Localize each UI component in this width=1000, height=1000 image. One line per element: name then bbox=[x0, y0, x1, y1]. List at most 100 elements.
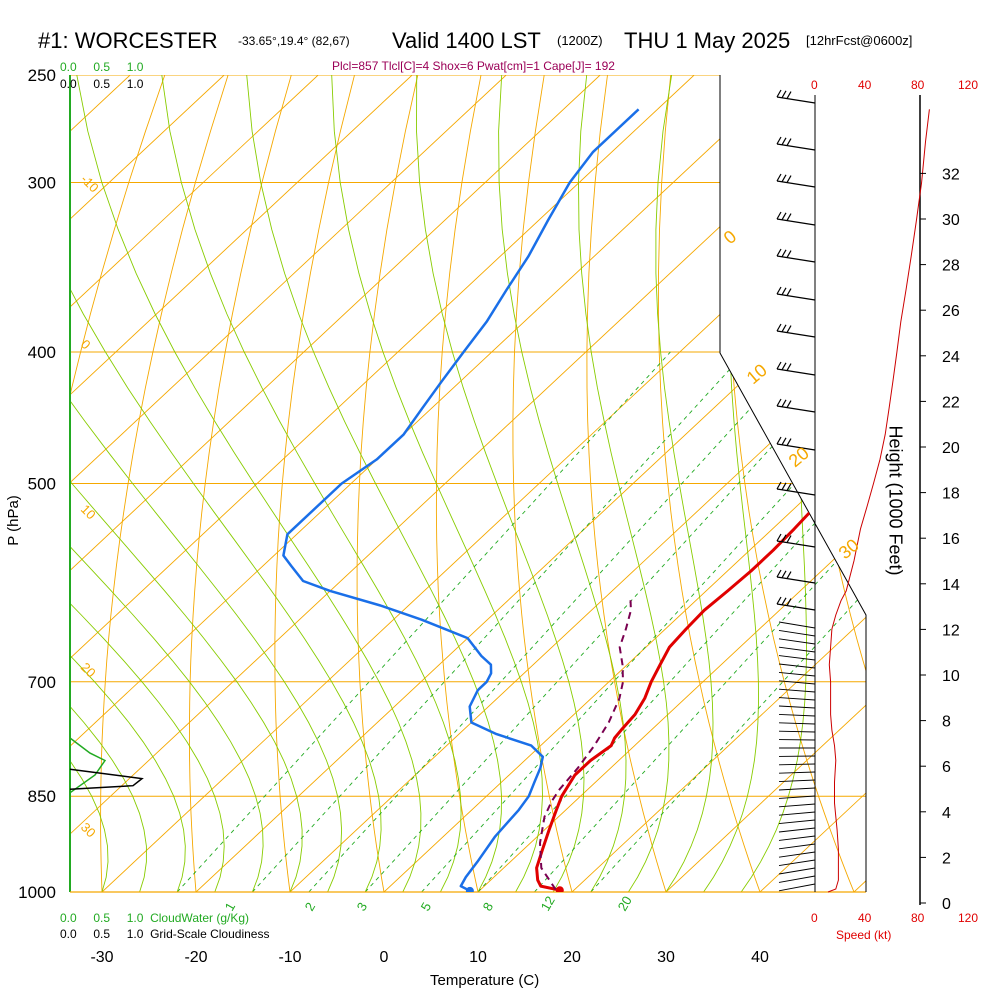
moist-adiabat bbox=[76, 75, 422, 892]
adiabat-label: 0 bbox=[720, 226, 741, 248]
speed-scale-top-120: 120 bbox=[958, 78, 979, 92]
moist-adiabat bbox=[655, 75, 714, 892]
wind-barb bbox=[778, 859, 816, 867]
dry-adiabat bbox=[356, 75, 419, 892]
moist-adiabat bbox=[70, 75, 303, 892]
height-tick-16: 16 bbox=[942, 531, 960, 548]
isotherm bbox=[70, 75, 413, 892]
wind-barb bbox=[778, 763, 816, 766]
wind-barb bbox=[778, 875, 816, 883]
wind-barb bbox=[776, 481, 816, 496]
pressure-tick-250: 250 bbox=[28, 66, 56, 85]
wind-barb bbox=[776, 89, 816, 104]
wind-barb bbox=[778, 779, 816, 783]
height-tick-4: 4 bbox=[942, 805, 951, 822]
dry-adiabat bbox=[658, 75, 761, 892]
wind-barbs bbox=[776, 89, 816, 892]
wind-barb bbox=[778, 663, 816, 669]
isotherm-label: 20 bbox=[78, 660, 99, 681]
cloudwater-label: CloudWater (g/Kg) bbox=[150, 911, 250, 925]
moist-adiabat bbox=[70, 75, 343, 892]
adiabat-label: 20 bbox=[785, 443, 813, 471]
moist-adiabat bbox=[161, 75, 462, 892]
forecast-info: [12hrFcst@0600z] bbox=[806, 33, 913, 48]
wind-barb bbox=[778, 851, 816, 858]
temp-tick--10: -10 bbox=[278, 949, 301, 966]
mixing-ratio-label: 12 bbox=[538, 893, 558, 913]
temp-tick--20: -20 bbox=[184, 949, 207, 966]
dry-adiabat bbox=[924, 75, 1000, 892]
wind-speed-profile bbox=[827, 109, 930, 893]
pressure-axis-title: P (hPa) bbox=[4, 495, 22, 546]
height-tick-14: 14 bbox=[942, 577, 960, 594]
temp-tick--30: -30 bbox=[90, 949, 113, 966]
isotherm bbox=[853, 75, 866, 892]
stability-params: Plcl=857 Tlcl[C]=4 Shox=6 Pwat[cm]=1 Cap… bbox=[332, 59, 615, 73]
wind-barb bbox=[778, 688, 816, 693]
wind-barb bbox=[778, 843, 816, 850]
pressure-tick-400: 400 bbox=[28, 343, 56, 362]
speed-scale-bottom-40: 40 bbox=[858, 911, 872, 925]
adiabat-label: 10 bbox=[743, 360, 771, 388]
isotherm bbox=[70, 75, 695, 892]
mixing-ratio-line bbox=[252, 351, 746, 892]
zulu-time: (1200Z) bbox=[557, 33, 603, 48]
mixing-ratio-line bbox=[421, 351, 866, 892]
wind-barb bbox=[778, 646, 816, 653]
speed-scale-top-0: 0 bbox=[811, 78, 818, 92]
dry-adiabat bbox=[987, 75, 1000, 892]
dewpoint-surface-point bbox=[465, 886, 474, 892]
profiles bbox=[282, 108, 866, 892]
wind-barb bbox=[778, 819, 816, 825]
wind-barb bbox=[778, 655, 816, 661]
height-tick-20: 20 bbox=[942, 440, 960, 457]
mixing-ratio-label: 2 bbox=[302, 900, 319, 914]
isotherm bbox=[70, 75, 319, 892]
background-lines bbox=[70, 75, 1000, 892]
height-tick-28: 28 bbox=[942, 258, 960, 275]
wind-barb bbox=[776, 136, 816, 151]
temperature-profile bbox=[535, 108, 866, 892]
pressure-tick-300: 300 bbox=[28, 173, 56, 192]
valid-time: Valid 1400 LST bbox=[392, 28, 541, 53]
right-boundary bbox=[719, 75, 867, 892]
wind-barb bbox=[776, 569, 816, 584]
height-tick-2: 2 bbox=[942, 850, 951, 867]
wind-barb bbox=[776, 173, 816, 188]
mixing-ratio-label: 5 bbox=[418, 900, 435, 914]
moist-adiabat bbox=[70, 75, 109, 892]
cloudiness-scale-bottom: 0.0 0.5 1.0 Grid-Scale Cloudiness bbox=[60, 927, 270, 941]
dewpoint-profile bbox=[282, 108, 640, 892]
moist-adiabat bbox=[331, 75, 543, 892]
height-tick-18: 18 bbox=[942, 486, 960, 503]
moist-adiabat bbox=[498, 75, 627, 892]
speed-axis-label: Speed (kt) bbox=[836, 928, 892, 942]
dry-adiabat bbox=[859, 75, 866, 892]
wind-barb bbox=[776, 533, 816, 548]
height-tick-8: 8 bbox=[942, 714, 951, 731]
mixing-ratio-line bbox=[534, 351, 866, 892]
cloudiness-profile bbox=[69, 768, 144, 790]
moist-adiabat bbox=[246, 75, 502, 892]
mixing-ratio-line bbox=[176, 351, 671, 892]
height-tick-24: 24 bbox=[942, 349, 960, 366]
wind-barb bbox=[778, 730, 816, 733]
wind-barb bbox=[778, 671, 816, 677]
wind-barb bbox=[778, 697, 816, 701]
height-tick-26: 26 bbox=[942, 303, 960, 320]
speed-scale-bottom-0: 0 bbox=[811, 911, 818, 925]
cloudiness-label: Grid-Scale Cloudiness bbox=[150, 927, 270, 941]
height-tick-6: 6 bbox=[942, 759, 951, 776]
isotherm bbox=[195, 75, 866, 892]
isotherm-label: 10 bbox=[78, 502, 99, 523]
temperature-surface-point bbox=[555, 886, 564, 892]
temp-tick-20: 20 bbox=[563, 949, 581, 966]
height-tick-12: 12 bbox=[942, 622, 960, 639]
wind-barb bbox=[778, 705, 816, 709]
pressure-tick-1000: 1000 bbox=[18, 883, 56, 902]
isotherm bbox=[70, 75, 507, 892]
dry-adiabat bbox=[188, 75, 292, 892]
cloudwater-profile bbox=[69, 737, 107, 794]
station-title: #1: WORCESTER bbox=[38, 28, 218, 53]
